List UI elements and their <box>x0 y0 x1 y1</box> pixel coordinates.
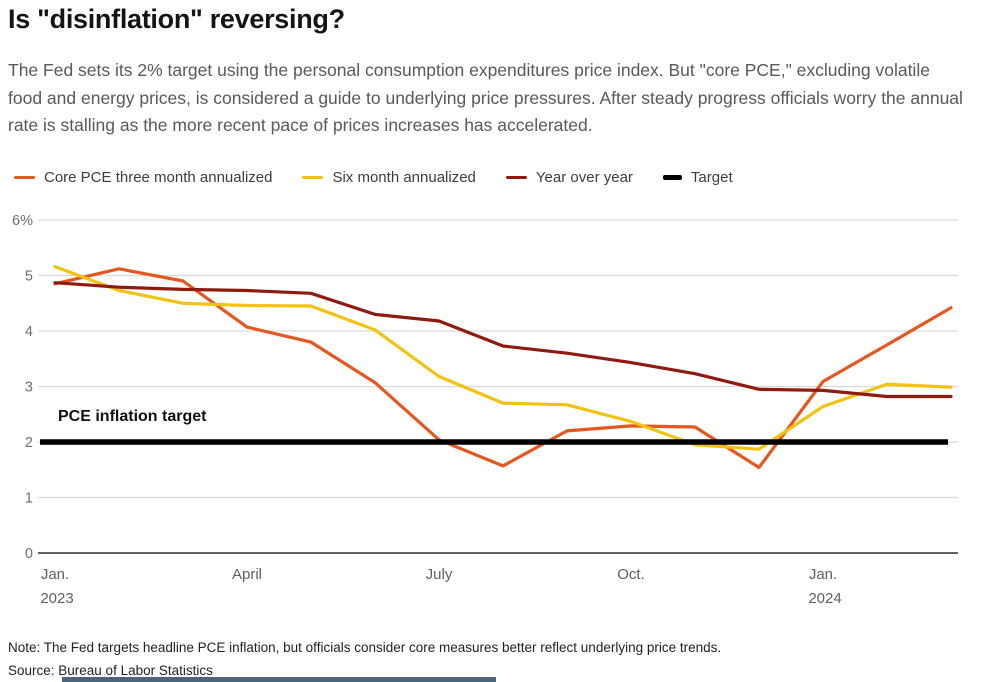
legend: Core PCE three month annualized Six month… <box>14 169 733 186</box>
target-annotation: PCE inflation target <box>58 408 207 425</box>
chart-subtitle: The Fed sets its 2% target using the per… <box>8 60 963 135</box>
x-tick-label: Jan. <box>809 566 837 583</box>
x-tick-year-label: 2023 <box>40 590 73 607</box>
y-tick-label: 6% <box>12 213 33 229</box>
x-tick-year-label: 2024 <box>808 590 841 607</box>
series-line-year-over-year <box>53 281 953 399</box>
legend-label: Year over year <box>535 169 633 186</box>
footer-bar <box>62 677 496 682</box>
chart-source: Source: Bureau of Labor Statistics <box>8 663 213 678</box>
y-tick-label: 0 <box>25 546 33 562</box>
series-line-core-pce-three-month <box>53 267 953 470</box>
legend-swatch-target <box>662 174 682 181</box>
legend-item-year-over-year: Year over year <box>505 169 633 186</box>
x-tick-label: April <box>232 566 262 583</box>
legend-item-target: Target <box>662 169 733 186</box>
page-title: Is "disinflation" reversing? <box>8 4 345 34</box>
y-tick-label: 2 <box>25 435 33 451</box>
y-tick-label: 4 <box>25 324 33 340</box>
legend-swatch-core-pce-three-month <box>14 175 35 180</box>
legend-swatch-year-over-year <box>505 175 527 180</box>
chart-note: Note: The Fed targets headline PCE infla… <box>8 640 722 655</box>
legend-item-core-pce-three-month: Core PCE three month annualized <box>14 169 272 186</box>
y-tick-label: 3 <box>25 380 33 396</box>
x-tick-label: Jan. <box>41 566 69 583</box>
legend-label: Core PCE three month annualized <box>44 169 273 186</box>
x-tick-label: Oct. <box>617 566 645 583</box>
legend-label: Target <box>690 169 733 186</box>
series-line-six-month <box>53 265 953 451</box>
y-tick-label: 1 <box>25 491 33 507</box>
x-tick-label: July <box>426 566 453 583</box>
legend-swatch-six-month <box>302 175 324 180</box>
y-tick-label: 5 <box>25 269 33 285</box>
legend-label: Six month annualized <box>332 169 476 186</box>
legend-item-six-month: Six month annualized <box>302 169 476 186</box>
